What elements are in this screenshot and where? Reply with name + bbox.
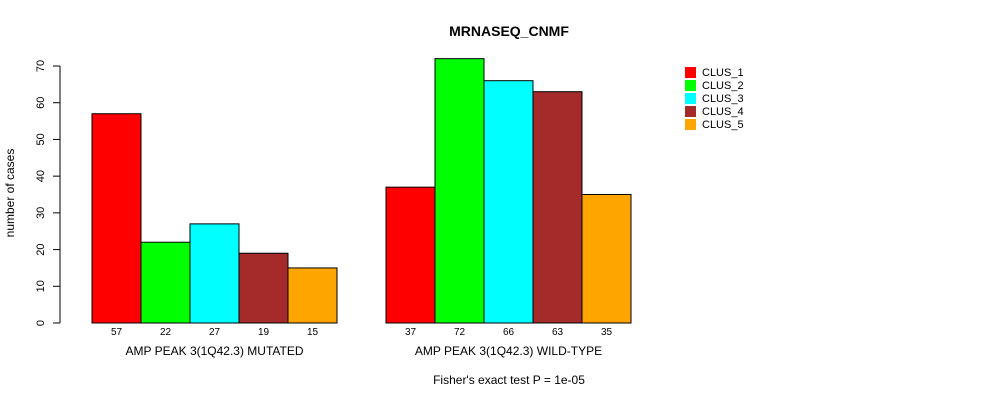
legend-swatch	[685, 93, 696, 104]
group-labels: AMP PEAK 3(1Q42.3) MUTATED AMP PEAK 3(1Q4…	[125, 344, 602, 358]
y-tick-label: 20	[35, 243, 47, 255]
bar-clus-5	[287, 267, 338, 324]
legend-label: CLUS_3	[702, 93, 744, 105]
bar-clus-1	[91, 113, 142, 324]
bar-value-label: 19	[258, 327, 270, 338]
chart-title: MRNASEQ_CNMF	[449, 23, 569, 39]
bar-clus-2	[140, 241, 191, 324]
legend-swatch	[685, 106, 696, 117]
group-label: AMP PEAK 3(1Q42.3) WILD-TYPE	[415, 344, 602, 358]
bar-clus-5	[581, 194, 632, 324]
bar-value-label: 15	[307, 327, 319, 338]
y-tick-label: 70	[35, 60, 47, 72]
bar-clus-3	[483, 80, 534, 324]
y-tick-label: 10	[35, 280, 47, 292]
legend-label: CLUS_4	[702, 106, 744, 118]
y-axis: 0 10 20 30 40 50 60 70	[35, 60, 61, 326]
y-axis-label: number of cases	[3, 149, 17, 238]
legend-swatch	[685, 119, 696, 130]
bar-clus-1	[385, 186, 436, 324]
bar-value-label: 37	[405, 327, 417, 338]
bar-clus-4	[532, 91, 583, 324]
legend-label: CLUS_1	[702, 67, 744, 79]
y-tick-label: 60	[35, 97, 47, 109]
y-tick-label: 30	[35, 207, 47, 219]
y-tick-label: 50	[35, 133, 47, 145]
legend-label: CLUS_2	[702, 80, 744, 92]
y-tick-label: 0	[35, 320, 47, 326]
bar-clus-4	[238, 252, 289, 324]
bar-clus-2	[434, 58, 485, 324]
bar-value-label: 63	[552, 327, 564, 338]
bar-value-label: 57	[111, 327, 123, 338]
footnote: Fisher's exact test P = 1e-05	[433, 373, 585, 387]
group-label: AMP PEAK 3(1Q42.3) MUTATED	[125, 344, 303, 358]
legend-swatch	[685, 67, 696, 78]
legend-swatch	[685, 80, 696, 91]
bar-value-label: 72	[454, 327, 466, 338]
bar-value-label: 35	[601, 327, 613, 338]
bar-value-label: 66	[503, 327, 515, 338]
bar-value-label: 22	[160, 327, 172, 338]
legend-label: CLUS_5	[702, 119, 744, 131]
value-labels: 57 22 27 19 15 37 72 66 63 35	[111, 327, 613, 338]
y-tick-label: 40	[35, 170, 47, 182]
bar-clus-3	[189, 223, 240, 324]
bars	[91, 58, 632, 324]
bar-value-label: 27	[209, 327, 221, 338]
